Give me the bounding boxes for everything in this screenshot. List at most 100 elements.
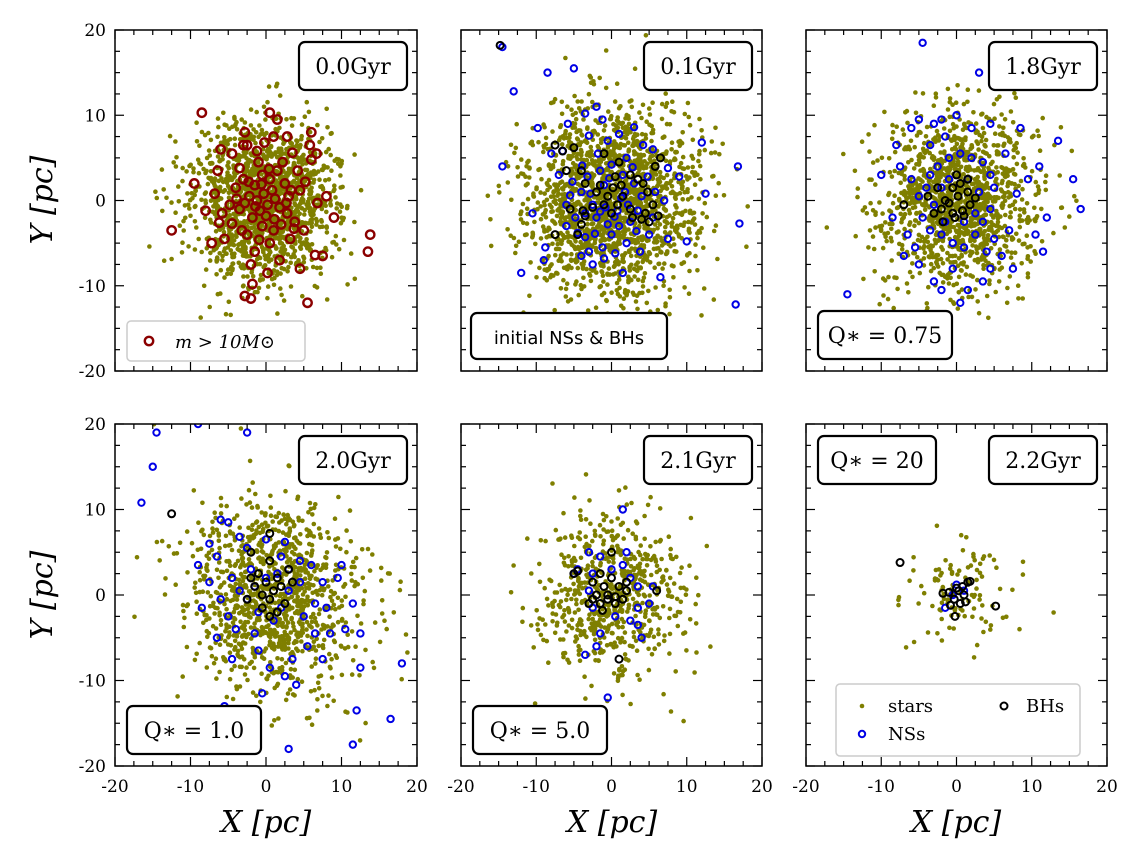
star-point <box>1020 241 1025 247</box>
star-point <box>629 196 634 201</box>
massive-star-point <box>281 131 293 142</box>
star-point <box>213 229 219 234</box>
star-point <box>552 307 557 313</box>
star-point <box>585 308 591 313</box>
star-point <box>916 232 922 238</box>
star-point <box>558 230 564 236</box>
star-point <box>900 127 906 132</box>
star-point <box>841 151 846 157</box>
star-point <box>894 230 900 235</box>
star-point <box>916 220 922 226</box>
massive-star-point <box>224 199 236 211</box>
star-point <box>230 266 235 272</box>
star-point <box>281 298 287 303</box>
star-point <box>593 245 599 251</box>
star-point <box>617 285 622 291</box>
star-point <box>519 157 524 162</box>
massive-star-point <box>196 107 208 119</box>
bh-point <box>616 180 626 190</box>
star-point <box>963 272 969 277</box>
star-point <box>629 104 635 110</box>
star-point <box>606 266 612 271</box>
star-point <box>543 215 549 220</box>
star-point <box>194 120 199 125</box>
star-point <box>1017 213 1023 218</box>
star-point <box>585 125 590 130</box>
star-point <box>214 272 219 277</box>
bh-point <box>599 200 609 210</box>
star-point <box>299 122 305 127</box>
ns-point <box>596 166 605 175</box>
bh-point <box>550 230 560 240</box>
star-point <box>976 88 982 93</box>
star-point <box>544 278 550 283</box>
star-point <box>277 125 282 131</box>
star-point <box>552 221 558 226</box>
star-point <box>323 245 328 251</box>
star-point <box>286 264 291 270</box>
star-point <box>901 132 907 137</box>
star-point <box>589 158 595 163</box>
star-point <box>1058 125 1064 130</box>
star-point <box>251 127 256 132</box>
massive-star-point <box>247 212 258 223</box>
star-point <box>1004 300 1010 306</box>
star-point <box>687 268 692 274</box>
x-axis-title-left-text: X [pc] <box>219 805 312 840</box>
star-point <box>631 292 637 298</box>
star-point <box>555 193 560 198</box>
star-point <box>988 206 993 212</box>
star-point <box>191 169 196 175</box>
star-point <box>310 264 316 270</box>
star-point <box>855 186 861 191</box>
star-point <box>274 269 280 275</box>
star-point <box>558 221 564 227</box>
star-point <box>958 240 964 245</box>
star-point <box>955 306 961 311</box>
star-point <box>203 200 209 206</box>
star-point <box>888 235 894 241</box>
star-point <box>953 100 959 105</box>
star-point <box>969 143 975 149</box>
star-point <box>870 160 876 165</box>
star-point <box>313 171 319 177</box>
star-point <box>202 215 208 221</box>
y-axis-title-bottom-text: Y [pc] <box>25 550 60 639</box>
star-point <box>1004 237 1009 243</box>
star-point <box>585 106 591 111</box>
star-point <box>674 249 679 254</box>
star-point <box>660 266 665 271</box>
star-point <box>558 198 564 203</box>
massive-star-point <box>281 207 293 219</box>
star-point <box>283 181 288 186</box>
star-point <box>646 106 652 111</box>
star-point <box>579 133 585 138</box>
bh-point <box>648 200 658 210</box>
massive-star-point <box>231 193 242 205</box>
star-point <box>892 149 898 155</box>
star-point <box>263 213 269 219</box>
star-point <box>341 237 347 243</box>
star-point <box>951 300 956 305</box>
star-point <box>581 275 586 281</box>
star-point <box>578 245 583 251</box>
star-point <box>983 137 989 143</box>
star-point <box>894 124 899 129</box>
ns-point <box>599 254 609 263</box>
star-point <box>1037 148 1043 153</box>
ns-point <box>635 247 645 256</box>
star-point <box>161 187 166 192</box>
star-point <box>314 222 319 227</box>
star-point <box>220 179 226 185</box>
star-point <box>279 292 284 298</box>
star-point <box>981 262 986 268</box>
star-point <box>258 272 264 278</box>
massive-star-point <box>256 178 267 190</box>
y-tick-label: -10 <box>79 277 106 297</box>
star-point <box>622 226 627 231</box>
star-point <box>1062 225 1068 230</box>
massive-star-point <box>279 178 291 189</box>
star-point <box>997 132 1003 137</box>
star-point <box>996 143 1001 148</box>
star-point <box>564 135 570 141</box>
